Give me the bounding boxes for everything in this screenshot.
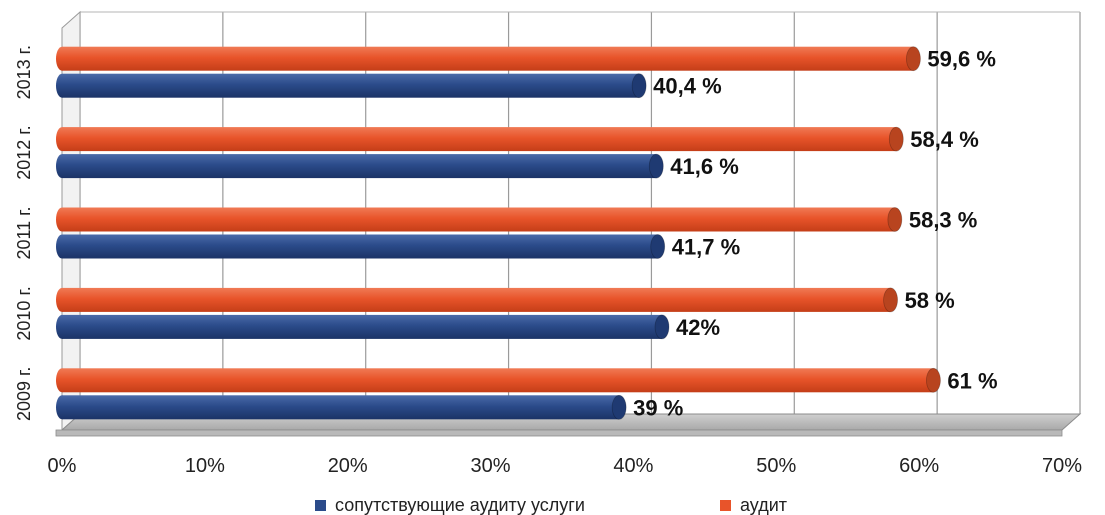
data-label: 42%: [676, 315, 720, 340]
data-label: 61 %: [947, 368, 997, 393]
labels-group: 2013 г. 59,6 % 40,4 % 2012 г. 58,4 % 41,6 % 20…: [14, 45, 1082, 477]
data-label: 41,7 %: [672, 235, 741, 260]
bar-end-cap: [650, 234, 666, 259]
bar: [56, 153, 664, 179]
bar-body: [62, 207, 895, 232]
data-label: 39 %: [633, 395, 683, 420]
bar-end-cap: [888, 126, 904, 152]
x-tick-label: 30%: [471, 455, 511, 477]
x-tick-label: 20%: [328, 455, 368, 477]
bar: [56, 394, 627, 420]
bar-body: [62, 154, 657, 179]
bar-end-cap: [611, 394, 627, 420]
legend-item: сопутствующие аудиту услуги: [315, 495, 585, 515]
bar: [56, 207, 903, 232]
bar: [56, 73, 647, 99]
bar-body: [62, 73, 640, 98]
bar-body: [62, 287, 891, 312]
x-tick-label: 60%: [899, 455, 939, 477]
bar: [56, 314, 670, 340]
data-label: 58,3 %: [909, 208, 978, 233]
bar: [56, 126, 904, 152]
floor-front-edge: [55, 429, 1063, 437]
legend-item: аудит: [720, 495, 787, 515]
bar: [56, 367, 941, 393]
bar-end-cap: [926, 367, 941, 393]
bar-body: [62, 234, 658, 259]
legend-swatch: [720, 500, 731, 511]
data-label: 41,6 %: [670, 154, 739, 179]
data-label: 40,4 %: [653, 74, 722, 99]
bar: [56, 234, 666, 259]
bar-body: [62, 395, 620, 420]
x-tick-label: 0%: [48, 455, 77, 477]
x-tick-label: 40%: [613, 455, 653, 477]
x-tick-label: 10%: [185, 455, 225, 477]
bar-end-cap: [654, 314, 670, 340]
data-label: 58,4 %: [910, 127, 979, 152]
data-label: 58 %: [905, 288, 955, 313]
bars-group: [56, 46, 941, 420]
legend: сопутствующие аудиту услуги аудит: [315, 495, 787, 515]
legend-swatch: [315, 500, 326, 511]
bar-end-cap: [648, 153, 664, 179]
legend-label: сопутствующие аудиту услуги: [335, 495, 585, 515]
bar-body: [62, 314, 662, 339]
category-label: 2009 г.: [14, 367, 34, 421]
legend-label: аудит: [740, 495, 787, 515]
x-tick-label: 70%: [1042, 455, 1082, 477]
bar-body: [62, 368, 934, 393]
category-label: 2013 г.: [14, 45, 34, 99]
category-label: 2011 г.: [14, 206, 34, 259]
bar-end-cap: [883, 287, 898, 313]
category-label: 2012 г.: [14, 125, 34, 179]
bar-body: [62, 46, 914, 71]
bar-end-cap: [906, 46, 921, 72]
bar-body: [62, 127, 897, 152]
x-tick-label: 50%: [756, 455, 796, 477]
bar: [56, 46, 921, 72]
bar: [56, 287, 898, 313]
category-label: 2010 г.: [14, 286, 34, 340]
bar-end-cap: [887, 207, 903, 232]
data-label: 59,6 %: [927, 47, 996, 72]
bar-end-cap: [631, 73, 647, 99]
